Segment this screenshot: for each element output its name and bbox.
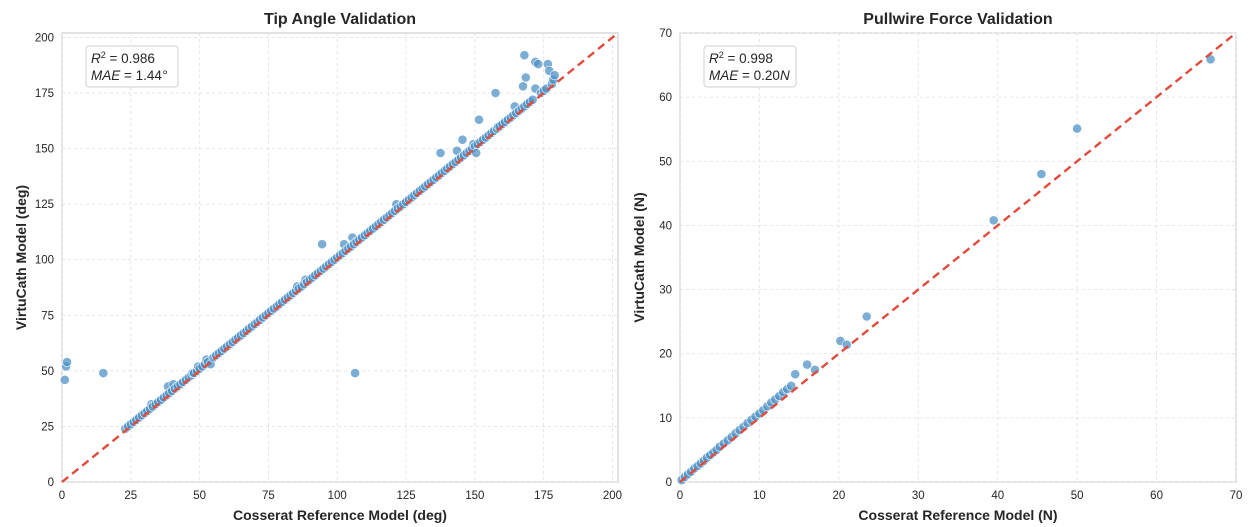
pullwire-force-x-tick-label: 60 (1150, 490, 1163, 502)
pullwire-force-stats-box: R2 = 0.998 MAE = 0.20N (703, 45, 797, 88)
tip-angle-grid (61, 33, 618, 483)
tip-angle-data-point (471, 148, 482, 158)
tip-angle-x-tick-label: 175 (534, 490, 553, 502)
tip-angle-y-tick-label: 200 (35, 32, 54, 44)
tip-angle-data-point (518, 81, 528, 92)
tip-angle-data-point (350, 368, 360, 378)
tip-angle-x-tick-label: 25 (124, 490, 137, 502)
pullwire-force-y-tick-label: 20 (659, 349, 672, 361)
tip-angle-y-tick-label: 175 (35, 88, 54, 100)
tip-angle-data-point (549, 70, 560, 81)
pullwire-force-x-axis-label: Cosserat Reference Model (N) (858, 507, 1057, 523)
pullwire-force-data-point (790, 369, 801, 380)
tip-angle-title: Tip Angle Validation (264, 11, 416, 28)
pullwire-force-y-tick-label: 40 (659, 220, 672, 232)
tip-angle-data-point (59, 374, 70, 385)
pullwire-force-chart: 0 10 20 30 40 50 60 70 0 10 20 30 40 50 60 70 Pullwire F… (631, 11, 1242, 523)
pullwire-force-data-point (861, 311, 872, 322)
pullwire-force-y-tick-label: 10 (659, 413, 672, 425)
tip-angle-data-point (457, 134, 468, 145)
pullwire-force-x-tick-label: 30 (912, 490, 925, 502)
tip-angle-x-tick-label: 100 (328, 490, 347, 502)
pullwire-force-x-tick-label: 70 (1230, 490, 1243, 502)
pullwire-force-data-point (786, 380, 797, 391)
pullwire-force-points (676, 54, 1216, 485)
tip-angle-chart: 0 25 50 75 100 125 150 175 200 0 25 50 75 100 125 150 17… (13, 11, 622, 523)
tip-angle-x-tick-label: 0 (59, 490, 65, 502)
tip-angle-y-tick-label: 125 (35, 199, 54, 211)
tip-angle-x-tick-label: 150 (465, 490, 484, 502)
pullwire-force-x-ticks: 0 10 20 30 40 50 60 70 (677, 490, 1243, 502)
pullwire-force-data-point (988, 215, 999, 226)
tip-angle-x-tick-label: 200 (603, 490, 622, 502)
tip-angle-data-point (474, 114, 484, 125)
pullwire-force-x-tick-label: 20 (832, 490, 845, 502)
pullwire-force-data-point (1036, 169, 1047, 179)
pullwire-force-x-tick-label: 40 (991, 490, 1004, 502)
pullwire-force-y-tick-label: 70 (659, 28, 672, 40)
pullwire-force-x-tick-label: 10 (753, 490, 766, 502)
tip-angle-x-tick-label: 75 (262, 490, 275, 502)
pullwire-force-identity-line (679, 32, 1237, 483)
tip-angle-data-point (520, 72, 531, 83)
pullwire-force-y-ticks: 0 10 20 30 40 50 60 70 (659, 28, 672, 489)
pullwire-force-y-tick-label: 0 (666, 477, 672, 489)
tip-angle-y-tick-label: 75 (41, 310, 54, 322)
pullwire-force-y-axis-label: VirtuCath Model (N) (631, 192, 647, 322)
pullwire-force-y-tick-label: 50 (659, 156, 672, 168)
pullwire-force-title: Pullwire Force Validation (863, 11, 1052, 28)
tip-angle-data-point (98, 368, 109, 378)
tip-angle-data-point (527, 94, 538, 105)
tip-angle-x-tick-label: 50 (193, 490, 206, 502)
pullwire-force-y-tick-label: 30 (659, 285, 672, 297)
tip-angle-y-axis-label: VirtuCath Model (deg) (13, 185, 29, 330)
tip-angle-stats-frame (85, 45, 179, 88)
pullwire-force-data-point (841, 339, 852, 350)
tip-angle-data-point (490, 88, 501, 98)
pullwire-force-data-point (1072, 123, 1082, 134)
tip-angle-stat-mae: MAE = 1.44° (91, 68, 168, 83)
pullwire-force-data-point (802, 359, 812, 370)
tip-angle-points (59, 50, 560, 434)
pullwire-force-y-tick-label: 60 (659, 92, 672, 104)
tip-angle-y-ticks: 0 25 50 75 100 125 150 175 200 (35, 32, 54, 489)
tip-angle-x-axis-label: Cosserat Reference Model (deg) (233, 507, 447, 523)
tip-angle-y-tick-label: 100 (35, 255, 54, 267)
tip-angle-data-point (317, 239, 327, 250)
tip-angle-y-tick-label: 0 (48, 477, 54, 489)
tip-angle-y-tick-label: 150 (35, 144, 54, 156)
tip-angle-y-tick-label: 50 (41, 366, 54, 378)
tip-angle-x-ticks: 0 25 50 75 100 125 150 175 200 (59, 490, 622, 502)
pullwire-force-stats-frame (703, 45, 797, 88)
tip-angle-data-point (519, 50, 530, 61)
pullwire-force-x-tick-label: 0 (677, 490, 683, 502)
pullwire-force-x-tick-label: 50 (1071, 490, 1084, 502)
tip-angle-y-tick-label: 25 (41, 421, 54, 433)
tip-angle-data-point (533, 59, 544, 69)
tip-angle-stats-box: R2 = 0.986 MAE = 1.44° (85, 45, 179, 88)
tip-angle-x-tick-label: 125 (396, 490, 415, 502)
tip-angle-stat-r2: R2 = 0.986 (91, 50, 155, 66)
pullwire-force-stat-mae: MAE = 0.20N (709, 68, 790, 83)
tip-angle-data-point (62, 357, 72, 367)
pullwire-force-stat-r2: R2 = 0.998 (709, 50, 773, 66)
tip-angle-data-point (435, 148, 446, 158)
tip-angle-identity-line (61, 32, 619, 483)
pullwire-force-grid (679, 32, 1237, 483)
